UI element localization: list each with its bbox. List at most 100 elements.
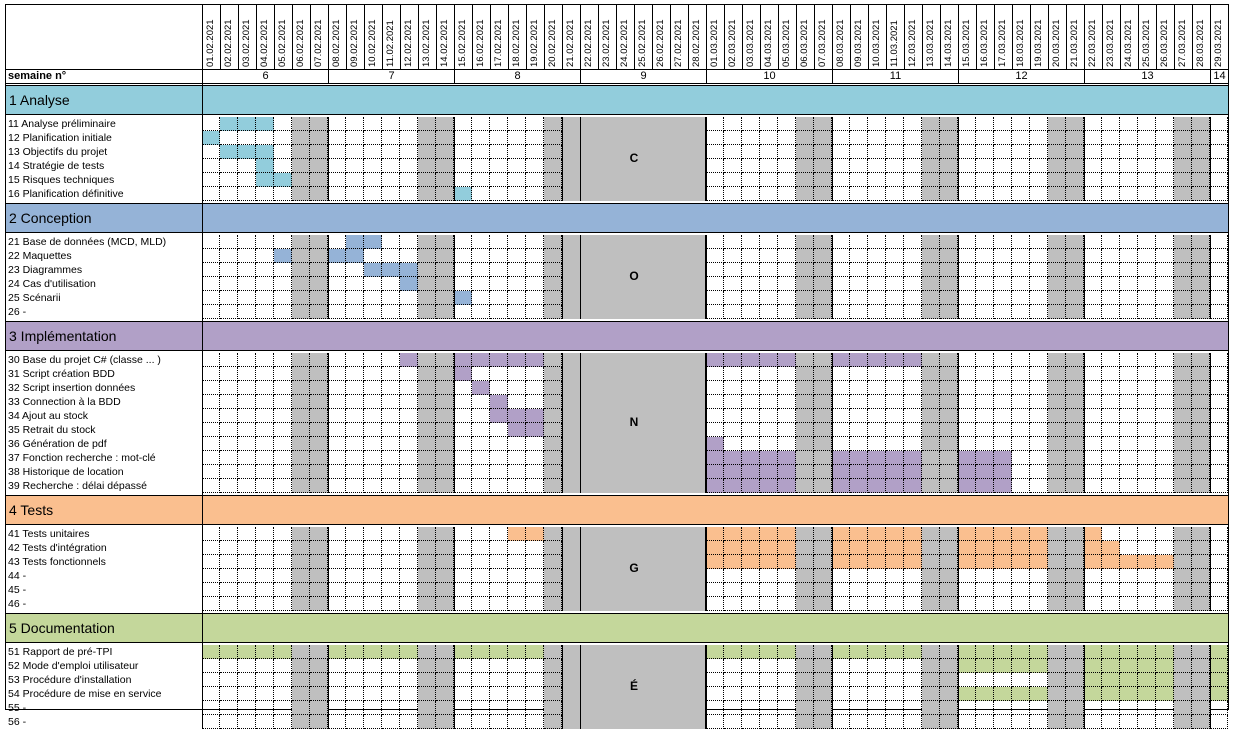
day-cell <box>508 249 526 263</box>
day-cell <box>1156 235 1174 249</box>
week-number: 12 <box>958 69 1084 83</box>
day-cell <box>1084 187 1102 201</box>
day-cell <box>1156 187 1174 201</box>
day-cell <box>454 249 472 263</box>
task-label: 31 Script création BDD <box>8 368 115 380</box>
day-cell <box>850 367 868 381</box>
day-cell <box>490 291 508 305</box>
day-cell <box>1102 277 1120 291</box>
day-cell <box>1192 597 1210 611</box>
day-cell <box>436 659 454 673</box>
date-header: 07.02.2021 <box>313 19 324 67</box>
task-bar-cell <box>958 555 976 569</box>
week-separator <box>958 527 959 611</box>
task-bar-cell <box>382 645 400 659</box>
task-bar-cell <box>886 465 904 479</box>
task-bar-cell <box>904 479 922 493</box>
day-cell <box>238 701 256 715</box>
week-number: 11 <box>832 69 958 83</box>
task-bar-cell <box>400 645 418 659</box>
day-cell <box>220 381 238 395</box>
day-cell <box>904 187 922 201</box>
day-cell <box>202 527 220 541</box>
day-cell <box>364 597 382 611</box>
day-cell <box>976 673 994 687</box>
day-cell <box>202 395 220 409</box>
header-col-line <box>1030 5 1031 69</box>
day-cell <box>778 291 796 305</box>
day-cell <box>1048 305 1066 319</box>
day-cell <box>400 597 418 611</box>
day-cell <box>904 159 922 173</box>
day-cell <box>544 659 562 673</box>
task-bar-cell <box>976 451 994 465</box>
day-cell <box>400 583 418 597</box>
day-cell <box>940 583 958 597</box>
day-cell <box>1084 173 1102 187</box>
day-cell <box>778 159 796 173</box>
day-cell <box>238 597 256 611</box>
day-cell <box>1102 305 1120 319</box>
day-cell <box>940 277 958 291</box>
task-bar-cell <box>454 367 472 381</box>
day-cell <box>760 159 778 173</box>
phase-header: 2 Conception <box>6 203 1228 233</box>
day-cell <box>364 409 382 423</box>
day-cell <box>472 541 490 555</box>
day-cell <box>706 701 724 715</box>
day-cell <box>508 673 526 687</box>
day-cell <box>706 395 724 409</box>
day-cell <box>418 187 436 201</box>
day-cell <box>526 159 544 173</box>
day-cell <box>724 159 742 173</box>
day-cell <box>220 451 238 465</box>
day-cell <box>814 437 832 451</box>
task-label: 46 - <box>8 598 27 610</box>
day-cell <box>1210 367 1228 381</box>
day-cell <box>382 277 400 291</box>
day-cell <box>922 187 940 201</box>
day-cell <box>868 409 886 423</box>
task-bar-cell <box>526 527 544 541</box>
task-bar-cell <box>832 479 850 493</box>
task-bar-cell <box>238 117 256 131</box>
day-cell <box>1156 305 1174 319</box>
task-bar-cell <box>220 645 238 659</box>
day-cell <box>724 583 742 597</box>
day-cell <box>436 277 454 291</box>
day-cell <box>292 235 310 249</box>
day-cell <box>1156 117 1174 131</box>
day-cell <box>742 701 760 715</box>
day-cell <box>454 541 472 555</box>
task-bar-cell <box>904 541 922 555</box>
day-cell <box>220 159 238 173</box>
day-cell <box>418 353 436 367</box>
day-cell <box>310 131 328 145</box>
task-label: 34 Ajout au stock <box>8 410 88 422</box>
day-cell <box>886 235 904 249</box>
day-cell <box>850 263 868 277</box>
day-cell <box>1174 409 1192 423</box>
header-col-line <box>1192 5 1193 69</box>
day-cell <box>436 479 454 493</box>
day-cell <box>292 263 310 277</box>
task-bar-cell <box>1030 555 1048 569</box>
day-cell <box>760 437 778 451</box>
date-header: 21.03.2021 <box>1069 19 1080 67</box>
task-bar-cell <box>1084 673 1102 687</box>
day-cell <box>706 291 724 305</box>
task-bar-cell <box>832 465 850 479</box>
task-bar-cell <box>706 479 724 493</box>
day-cell <box>544 645 562 659</box>
task-bar-cell <box>346 249 364 263</box>
day-cell <box>1174 235 1192 249</box>
day-cell <box>472 479 490 493</box>
day-cell <box>400 479 418 493</box>
day-cell <box>832 687 850 701</box>
day-cell <box>1048 277 1066 291</box>
day-cell <box>400 409 418 423</box>
day-cell <box>544 673 562 687</box>
day-cell <box>274 465 292 479</box>
day-cell <box>256 555 274 569</box>
day-cell <box>1012 465 1030 479</box>
